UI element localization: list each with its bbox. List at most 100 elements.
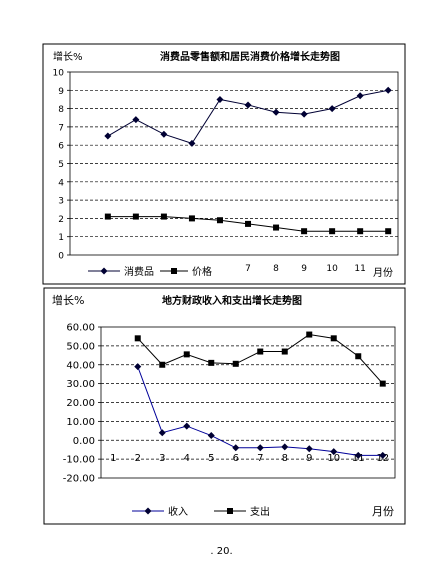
- x-tick-label: 7: [257, 453, 263, 464]
- x-tick-label: 9: [301, 264, 307, 274]
- series-point-square: [183, 351, 190, 358]
- chart-fiscal: 增长% 地方财政收入和支出增长走势图 -20.00 -10.00 0.00 10.00…: [43, 287, 406, 525]
- chart-2-title: 地方财政收入和支出增长走势图: [162, 294, 302, 307]
- y-tick-label: 2: [58, 215, 64, 225]
- x-tick-label: 2: [135, 453, 141, 464]
- y-tick-label: 1: [58, 233, 64, 243]
- series-point-diamond: [384, 86, 392, 94]
- series-point-diamond: [216, 95, 224, 103]
- series-point-square: [159, 361, 166, 368]
- series-point-diamond: [188, 139, 196, 147]
- series-point-square: [104, 213, 111, 220]
- series-point-square: [357, 228, 364, 235]
- series-point-diamond: [305, 445, 313, 453]
- x-tick-label: 5: [208, 453, 214, 464]
- series-point-diamond: [354, 451, 362, 459]
- series-point-diamond: [330, 448, 338, 456]
- chart-2-xlabel: 月份: [372, 505, 394, 518]
- series-point-square: [355, 353, 362, 360]
- x-tick-label: 9: [306, 453, 312, 464]
- legend-2-label-0: 收入: [168, 505, 188, 518]
- x-tick-label: 8: [282, 453, 288, 464]
- y-tick-label: 4: [58, 178, 64, 188]
- series-point-square: [281, 348, 288, 355]
- chart-2-ylabel: 增长%: [52, 293, 84, 307]
- chart-2-frame: [43, 287, 406, 525]
- x-tick-label: 10: [326, 264, 338, 274]
- series-point-square: [208, 359, 215, 366]
- chart-2-series: [134, 331, 387, 459]
- legend-item-expenditure: 支出: [214, 505, 270, 518]
- x-tick-label: 1: [110, 453, 116, 464]
- y-tick-label: 8: [58, 105, 64, 115]
- y-tick-label: 5: [58, 160, 64, 170]
- chart-1-series: [104, 86, 392, 235]
- y-tick-label: 6: [58, 142, 64, 152]
- x-tick-label: 6: [233, 453, 239, 464]
- legend-item-consumer: 消费品: [88, 265, 154, 278]
- series-point-diamond: [158, 429, 166, 437]
- chart-1-x-ticks: 7 8 9 10 11: [245, 264, 366, 274]
- series-point-diamond: [281, 443, 289, 451]
- y-tick-label: 7: [58, 123, 64, 133]
- series-point-square: [257, 348, 264, 355]
- chart-retail-price: 增长% 消费品零售额和居民消费价格增长走势图 0 1 2 3 4 5 6 7 8 9 10 7 8 9 1…: [42, 43, 406, 285]
- y-tick-label: 3: [58, 197, 64, 207]
- series-point-square: [306, 331, 313, 338]
- x-tick-label: 8: [273, 264, 279, 274]
- series-point-square: [379, 380, 386, 387]
- y-tick-label: 0: [58, 252, 64, 262]
- series-point-square: [329, 228, 336, 235]
- legend-item-revenue: 收入: [132, 505, 188, 518]
- y-tick-label: 60.00: [66, 323, 95, 334]
- page-number: . 20.: [210, 546, 233, 557]
- legend-1-label-0: 消费品: [124, 265, 154, 278]
- series-point-square: [232, 360, 239, 367]
- series-point-diamond: [300, 110, 308, 118]
- chart-1-ylabel: 增长%: [53, 50, 83, 63]
- series-point-diamond: [183, 422, 191, 430]
- y-tick-label: -20.00: [63, 474, 95, 485]
- series-point-diamond: [256, 444, 264, 452]
- chart-2-legend: 收入 支出: [132, 505, 270, 518]
- series-point-square: [301, 228, 308, 235]
- chart-2-gridlines: [101, 345, 395, 460]
- legend-item-price: 价格: [160, 265, 212, 278]
- chart-1-frame: [42, 43, 406, 285]
- series-point-diamond: [328, 105, 336, 113]
- series-point-diamond: [132, 116, 140, 124]
- series-point-diamond: [272, 108, 280, 116]
- series-point-diamond: [160, 130, 168, 138]
- legend-1-label-1: 价格: [192, 265, 212, 278]
- series-point-diamond: [379, 451, 387, 459]
- x-tick-label: 10: [327, 453, 340, 464]
- series-point-diamond: [356, 92, 364, 100]
- x-tick-label: 3: [159, 453, 165, 464]
- y-tick-label: 0.00: [73, 436, 95, 447]
- x-tick-label: 11: [354, 264, 365, 274]
- series-point-square: [385, 228, 392, 235]
- series-point-diamond: [232, 444, 240, 452]
- y-tick-label: 50.00: [66, 341, 95, 352]
- y-tick-label: 9: [58, 87, 64, 97]
- series-point-square: [273, 224, 280, 231]
- y-tick-label: 10.00: [66, 417, 95, 428]
- series-point-square: [216, 217, 223, 224]
- series-point-diamond: [244, 101, 252, 109]
- chart-2-y-ticks: -20.00 -10.00 0.00 10.00 20.00 30.00 40.00 50.0…: [63, 323, 101, 485]
- series-point-square: [245, 220, 252, 227]
- y-tick-label: -10.00: [63, 455, 95, 466]
- y-tick-label: 20.00: [66, 398, 95, 409]
- series-point-square: [132, 213, 139, 220]
- series-point-square: [134, 335, 141, 342]
- series-point-square: [160, 213, 167, 220]
- x-tick-label: 4: [184, 453, 190, 464]
- chart-1-title: 消费品零售额和居民消费价格增长走势图: [160, 50, 340, 63]
- y-tick-label: 40.00: [66, 360, 95, 371]
- chart-1-xlabel: 月份: [373, 267, 393, 279]
- y-tick-label: 10: [53, 69, 65, 79]
- series-point-square: [188, 215, 195, 222]
- series-point-diamond: [207, 432, 215, 440]
- series-point-diamond: [134, 363, 142, 371]
